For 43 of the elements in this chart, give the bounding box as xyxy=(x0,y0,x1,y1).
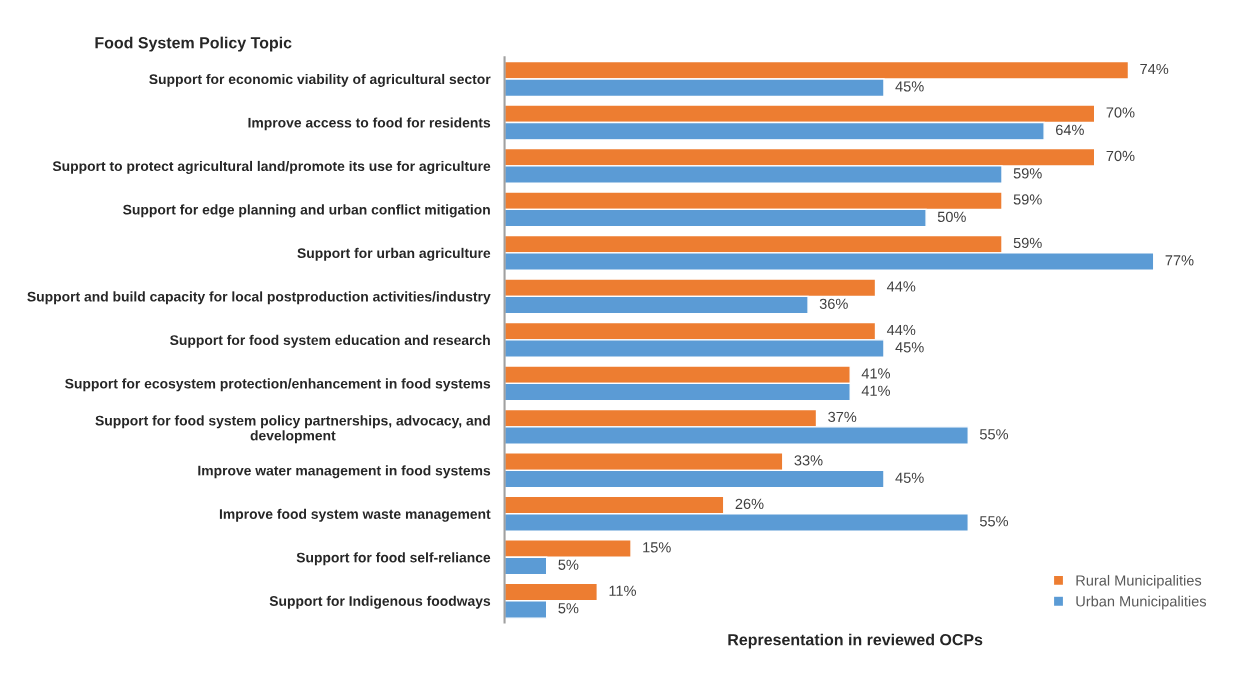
data-label: 26% xyxy=(735,498,764,510)
y-tick-label: Support for edge planning and urban conflict mitigation xyxy=(123,204,490,218)
y-axis-title: Food System Policy Topic xyxy=(95,36,292,52)
y-tick-label: Improve water management in food systems xyxy=(198,465,491,479)
data-label: 50% xyxy=(937,211,966,223)
data-label: 45% xyxy=(895,342,924,353)
x-axis-title: Representation in reviewed OCPs xyxy=(728,633,983,649)
data-label: 44% xyxy=(886,324,916,336)
y-tick-label: Support for food self-reliance xyxy=(296,552,491,566)
data-label: 45% xyxy=(895,81,924,92)
y-tick-label: Improve access to food for residents xyxy=(248,117,491,131)
y-tick-label: Support for food system policy partnerships, advocacy, and development xyxy=(95,415,490,444)
data-label: 59% xyxy=(1013,237,1042,249)
y-tick-label: Support for economic viability of agricultural sector xyxy=(149,73,491,87)
data-label: 41% xyxy=(861,368,891,379)
y-tick-label: Support for food system education and research xyxy=(170,334,490,348)
y-tick-label: Support for Indigenous foodways xyxy=(269,595,491,609)
data-label: 11% xyxy=(609,585,636,596)
legend-label: Rural Municipalities xyxy=(1076,574,1202,589)
data-label: 37% xyxy=(828,411,857,423)
data-label: 70% xyxy=(1106,107,1135,118)
data-label: 41% xyxy=(861,385,891,396)
legend-label: Urban Municipalities xyxy=(1076,595,1207,610)
data-label: 5% xyxy=(558,603,579,614)
data-label: 15% xyxy=(643,542,671,553)
data-label: 33% xyxy=(794,455,823,466)
data-label: 59% xyxy=(1013,168,1042,179)
y-tick-label: Improve food system waste management xyxy=(219,508,491,522)
y-tick-label: Support to protect agricultural land/promote its use for agriculture xyxy=(52,160,491,174)
data-label: 5% xyxy=(558,559,579,570)
data-label: 74% xyxy=(1140,63,1169,75)
data-label: 36% xyxy=(819,298,848,309)
data-label: 64% xyxy=(1055,124,1084,136)
y-tick-label: Support and build capacity for local postproduction activities/industry xyxy=(27,291,491,305)
data-label: 44% xyxy=(886,281,916,292)
data-label: 59% xyxy=(1013,194,1042,205)
data-label: 45% xyxy=(895,472,924,483)
data-label: 70% xyxy=(1106,150,1135,162)
data-label: 77% xyxy=(1165,255,1194,266)
data-label: 55% xyxy=(979,516,1009,527)
y-tick-label: Support for ecosystem protection/enhancement in food systems xyxy=(65,378,491,392)
y-tick-label: Support for urban agriculture xyxy=(297,247,491,261)
data-label: 55% xyxy=(979,429,1009,440)
